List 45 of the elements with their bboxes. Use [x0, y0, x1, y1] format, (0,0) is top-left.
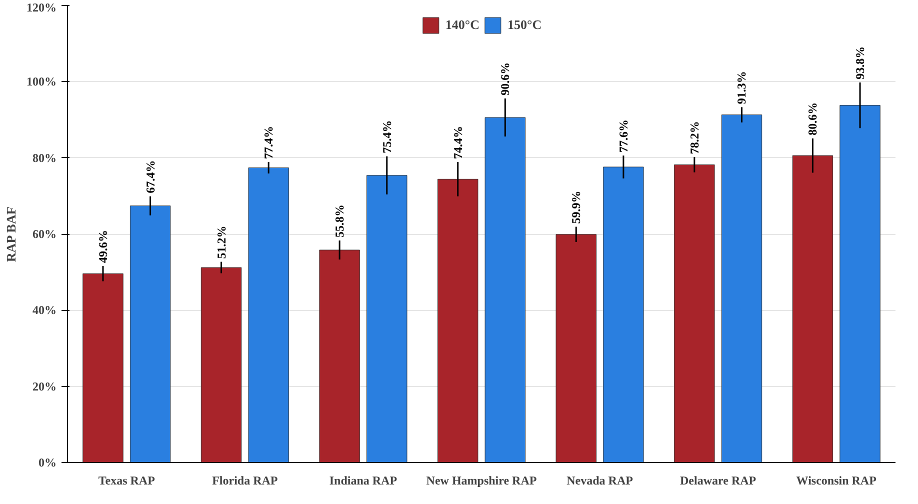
bar: [200, 267, 242, 462]
data-label: 77.6%: [616, 120, 630, 153]
data-label: 49.6%: [96, 230, 110, 263]
bar: [319, 250, 360, 462]
bar: [437, 178, 478, 462]
bar: [674, 164, 715, 462]
x-tick-label: Nevada RAP: [566, 474, 633, 488]
data-label: 91.3%: [734, 71, 749, 104]
y-tick-label: 20%: [32, 379, 56, 394]
bar: [82, 273, 124, 462]
data-label: 90.6%: [498, 62, 512, 96]
bar: [484, 117, 526, 462]
bar: [840, 105, 880, 462]
bar: [603, 166, 644, 462]
x-tick-label: Florida RAP: [212, 474, 278, 488]
data-label: 93.8%: [853, 46, 868, 80]
x-tick-label: Texas RAP: [98, 474, 155, 488]
y-axis-title: RAP BAF: [4, 206, 18, 262]
data-label: 59.9%: [569, 190, 584, 224]
data-label: 75.4%: [380, 120, 394, 154]
bar: [248, 167, 289, 462]
bar: [130, 206, 171, 462]
x-tick-label: New Hampshire RAP: [426, 474, 537, 488]
y-tick-label: 100%: [26, 74, 56, 89]
bar: [792, 155, 834, 462]
bar: [556, 234, 596, 462]
x-tick-label: Delaware RAP: [680, 474, 756, 488]
data-label: 78.2%: [687, 121, 702, 154]
bar: [366, 175, 408, 462]
x-tick-label: Indiana RAP: [329, 474, 398, 488]
x-tick-label: Wisconsin RAP: [796, 474, 876, 488]
data-label: 67.4%: [143, 160, 158, 194]
data-label: 55.8%: [332, 204, 347, 238]
y-tick-label: 60%: [32, 227, 56, 241]
y-tick-label: 80%: [32, 150, 56, 165]
legend-label: 150°C: [508, 17, 542, 33]
data-label: 80.6%: [806, 102, 820, 136]
data-label: 51.2%: [214, 226, 228, 259]
data-label: 77.4%: [262, 126, 276, 160]
bar: [721, 114, 762, 462]
legend-label: 140°C: [445, 17, 480, 33]
data-label: 74.4%: [450, 126, 465, 160]
y-tick-label: 120%: [26, 0, 56, 14]
y-tick-label: 40%: [32, 303, 56, 318]
y-tick-label: 0%: [38, 456, 56, 470]
